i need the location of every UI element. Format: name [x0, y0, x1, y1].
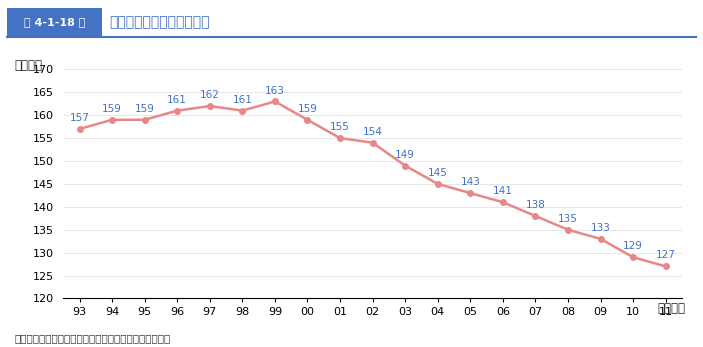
FancyBboxPatch shape [7, 8, 102, 37]
Text: 145: 145 [427, 168, 448, 178]
Text: 127: 127 [656, 251, 676, 260]
Text: 135: 135 [558, 214, 578, 224]
Text: 161: 161 [233, 95, 252, 105]
Text: 第 4-1-18 図: 第 4-1-18 図 [24, 17, 85, 27]
Text: （年度）: （年度） [657, 302, 685, 315]
Text: 133: 133 [591, 223, 610, 233]
Text: 資料：日本商工会議所提供資料に基づき中小企業庁作成: 資料：日本商工会議所提供資料に基づき中小企業庁作成 [14, 333, 170, 344]
Text: 143: 143 [460, 177, 480, 187]
Text: 163: 163 [265, 85, 285, 95]
Text: 159: 159 [135, 104, 155, 114]
Text: 129: 129 [623, 241, 643, 251]
Text: 141: 141 [493, 186, 512, 196]
Text: 149: 149 [395, 150, 415, 160]
Text: 159: 159 [297, 104, 318, 114]
Text: 161: 161 [167, 95, 187, 105]
Text: 154: 154 [363, 127, 382, 137]
Text: 155: 155 [330, 122, 350, 132]
Text: 162: 162 [200, 90, 220, 100]
Text: 157: 157 [70, 113, 89, 123]
Text: （万者）: （万者） [14, 59, 42, 72]
Text: 商工会議所の会員数の推移: 商工会議所の会員数の推移 [109, 15, 209, 29]
Text: 159: 159 [102, 104, 122, 114]
Text: 138: 138 [525, 200, 546, 210]
